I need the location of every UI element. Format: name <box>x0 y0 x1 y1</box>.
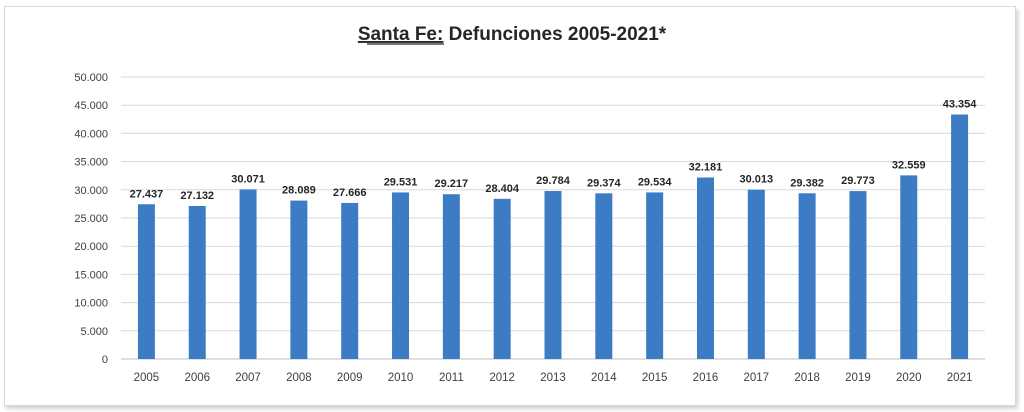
data-labels: 27.437 27.132 30.071 28.089 27.666 29.531 29.2… <box>130 98 978 201</box>
bar-2007 <box>239 189 257 359</box>
bar-2006 <box>188 205 206 359</box>
bar-2005 <box>137 204 155 359</box>
data-label-2006: 27.132 <box>180 190 214 202</box>
chart-title: Santa Fe: Defunciones 2005-2021* <box>358 24 667 45</box>
data-label-2021: 43.354 <box>943 98 978 110</box>
bar-2008 <box>290 200 308 359</box>
bar-2021 <box>951 114 969 360</box>
y-tick-label: 40.000 <box>74 128 108 140</box>
y-tick-label: 45.000 <box>74 100 108 112</box>
bar-2015 <box>646 192 664 359</box>
bar-2020 <box>900 175 918 359</box>
x-tick-label-2018: 2018 <box>794 372 820 384</box>
data-label-2005: 27.437 <box>130 188 164 200</box>
x-tick-label-2006: 2006 <box>184 372 210 384</box>
bars <box>137 114 969 360</box>
bar-2019 <box>849 191 867 359</box>
x-tick-label-2008: 2008 <box>286 372 312 384</box>
x-tick-label-2014: 2014 <box>591 372 617 384</box>
bar-2016 <box>696 177 714 359</box>
y-tick-label: 5.000 <box>80 326 108 338</box>
x-tick-label-2011: 2011 <box>439 372 464 384</box>
data-label-2017: 30.013 <box>739 174 773 186</box>
y-tick-label: 20.000 <box>74 241 108 253</box>
chart-title-rest: Defunciones 2005-2021* <box>443 24 666 45</box>
data-label-2009: 27.666 <box>333 187 367 199</box>
bar-2013 <box>544 191 562 359</box>
data-label-2016: 32.181 <box>689 161 723 173</box>
y-tick-label: 35.000 <box>74 157 108 169</box>
x-tick-label-2019: 2019 <box>845 372 871 384</box>
bar-2017 <box>747 189 765 359</box>
data-label-2007: 30.071 <box>231 173 265 185</box>
x-tick-label-2021: 2021 <box>947 372 973 384</box>
data-label-2019: 29.773 <box>841 175 875 187</box>
y-axis-tick-labels: 0 5.000 10.000 15.000 20.000 25.000 30.000 35.0… <box>74 72 108 366</box>
x-tick-label-2016: 2016 <box>693 372 719 384</box>
data-label-2020: 32.559 <box>892 159 926 171</box>
y-tick-label: 10.000 <box>74 298 108 310</box>
bar-2010 <box>392 192 410 359</box>
x-tick-label-2017: 2017 <box>743 372 769 384</box>
bar-2018 <box>798 193 816 359</box>
data-label-2018: 29.382 <box>790 177 824 189</box>
data-label-2013: 29.784 <box>536 175 571 187</box>
data-label-2015: 29.534 <box>638 176 673 188</box>
bar-2009 <box>341 202 359 359</box>
y-tick-label: 0 <box>102 354 108 366</box>
x-tick-label-2010: 2010 <box>388 372 414 384</box>
data-label-2011: 29.217 <box>435 178 469 190</box>
y-tick-label: 30.000 <box>74 185 108 197</box>
y-tick-label: 15.000 <box>74 269 108 281</box>
x-tick-label-2012: 2012 <box>489 372 515 384</box>
data-label-2014: 29.374 <box>587 177 622 189</box>
bar-2011 <box>442 194 460 359</box>
data-label-2012: 28.404 <box>485 183 520 195</box>
data-label-2010: 29.531 <box>384 176 418 188</box>
y-tick-label: 25.000 <box>74 213 108 225</box>
x-tick-label-2015: 2015 <box>642 372 668 384</box>
bar-2014 <box>595 193 613 359</box>
data-label-2008: 28.089 <box>282 185 316 197</box>
x-tick-label-2013: 2013 <box>540 372 566 384</box>
x-tick-label-2007: 2007 <box>235 372 261 384</box>
x-tick-label-2005: 2005 <box>134 372 160 384</box>
bar-2012 <box>493 198 511 359</box>
x-tick-label-2020: 2020 <box>896 372 922 384</box>
y-tick-label: 50.000 <box>74 72 108 84</box>
chart-title-underlined: Santa Fe: <box>358 24 444 45</box>
x-axis-tick-labels: 2005 2006 2007 2008 2009 2010 2011 2012 2013 2014… <box>134 372 973 384</box>
x-tick-label-2009: 2009 <box>337 372 363 384</box>
